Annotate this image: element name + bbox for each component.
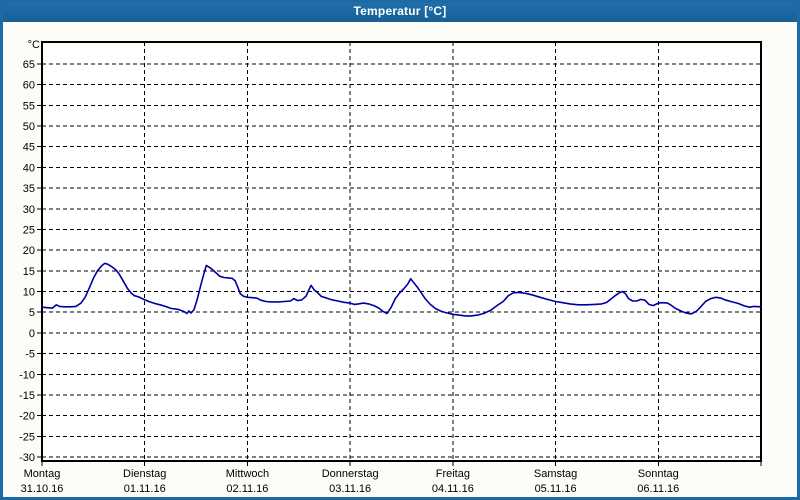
y-tick-label: -5 bbox=[25, 349, 35, 361]
x-day-name-label: Donnerstag bbox=[322, 468, 379, 480]
x-day-date-label: 01.11.16 bbox=[124, 483, 166, 495]
x-day-name-label: Dienstag bbox=[123, 468, 166, 480]
x-day-name-label: Samstag bbox=[534, 468, 577, 480]
y-tick-label: -20 bbox=[19, 411, 35, 423]
plot-frame bbox=[41, 41, 762, 462]
y-tick-label: 20 bbox=[23, 245, 35, 257]
y-tick-label: 30 bbox=[23, 204, 35, 216]
title-bar[interactable]: Temperatur [°C] bbox=[3, 3, 797, 22]
y-tick-label: 50 bbox=[23, 121, 35, 133]
x-day-name-label: Montag bbox=[24, 468, 61, 480]
x-day-name-label: Mittwoch bbox=[226, 468, 269, 480]
x-day-name-label: Freitag bbox=[436, 468, 470, 480]
temperature-series-line bbox=[41, 262, 762, 317]
window-title: Temperatur [°C] bbox=[353, 4, 447, 18]
y-tick-label: -30 bbox=[19, 452, 35, 464]
y-tick-label: 60 bbox=[23, 80, 35, 92]
x-day-date-label: 05.11.16 bbox=[535, 483, 577, 495]
x-day-date-label: 06.11.16 bbox=[637, 483, 679, 495]
y-axis-unit-label: °C bbox=[28, 39, 40, 51]
x-day-date-label: 04.11.16 bbox=[432, 483, 474, 495]
y-tick-label: -10 bbox=[19, 369, 35, 381]
x-day-date-label: 03.11.16 bbox=[329, 483, 371, 495]
x-day-name-label: Sonntag bbox=[638, 468, 679, 480]
y-tick-label: 0 bbox=[29, 328, 35, 340]
plot-area bbox=[42, 42, 761, 461]
y-tick-label: 45 bbox=[23, 142, 35, 154]
y-tick-label: 65 bbox=[23, 59, 35, 71]
y-tick-label: 25 bbox=[23, 224, 35, 236]
x-day-date-label: 02.11.16 bbox=[226, 483, 268, 495]
y-tick-label: 5 bbox=[29, 307, 35, 319]
temperature-chart: 65605550454035302520151050-5-10-15-20-25… bbox=[19, 39, 762, 495]
y-tick-label: -25 bbox=[19, 431, 35, 443]
x-day-date-label: 31.10.16 bbox=[21, 483, 64, 495]
y-tick-label: 10 bbox=[23, 287, 35, 299]
y-tick-label: 15 bbox=[23, 266, 35, 278]
y-tick-label: 40 bbox=[23, 162, 35, 174]
y-tick-label: -15 bbox=[19, 390, 35, 402]
y-tick-label: 55 bbox=[23, 100, 35, 112]
y-tick-label: 35 bbox=[23, 183, 35, 195]
